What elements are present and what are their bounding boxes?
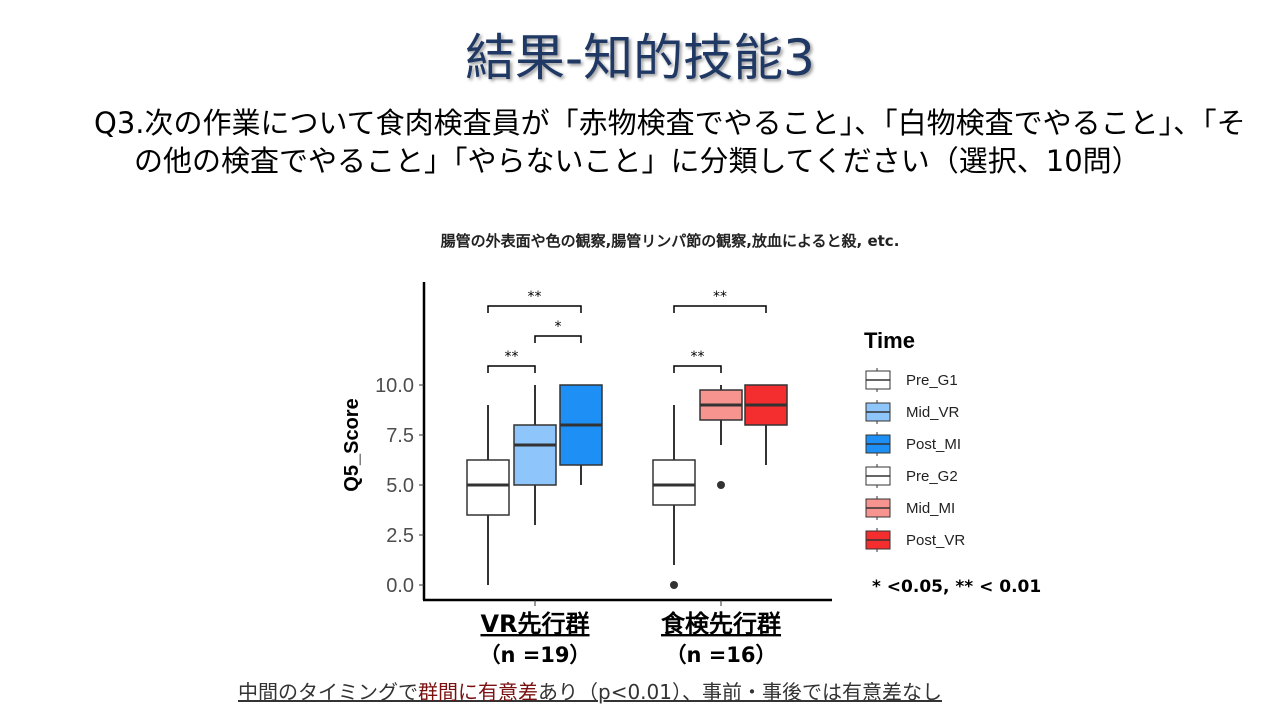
legend-label: Post_MI [906,436,961,453]
significance-label: ** [505,349,519,365]
conclusion-part-1: 中間のタイミングで [238,680,418,704]
y-tick-label: 10.0 [375,375,414,397]
significance-note: * <0.05, ** < 0.01 [872,577,1041,597]
significance-label: ** [691,349,705,365]
outlier-point [670,581,678,589]
legend-label: Pre_G1 [906,372,958,389]
subtitle: 腸管の外表面や色の観察,腸管リンパ節の観察,放血によると殺, etc. [440,232,900,250]
significance-bracket [673,365,722,373]
outlier-point [717,481,725,489]
significance-label: * [555,319,562,335]
significance-bracket [487,305,582,313]
group-label: VR先行群 [480,610,589,638]
group-n-label: （n =16） [665,643,776,667]
significance-bracket [673,305,767,313]
significance-bracket [534,335,582,343]
significance-label: ** [713,289,727,305]
box-Mid_VR [513,424,557,486]
legend-label: Mid_VR [906,404,960,421]
box-Pre_G2 [652,459,696,506]
y-tick-label: 7.5 [386,425,414,447]
y-tick-label: 2.5 [386,525,414,547]
question-text: Q3.次の作業について食肉検査員が「赤物検査でやること」、「白物検査でやること」… [94,106,1246,178]
group-label: 食検先行群 [661,610,781,638]
conclusion-part-2: あり（p<0.01）、事前・事後では有意差なし [538,680,942,704]
conclusion-highlight: 群間に有意差 [418,680,538,704]
y-tick-label: 0.0 [386,575,414,597]
group-n-label: （n =19） [479,643,590,667]
slide-title: 結果-知的技能3 [465,29,815,87]
legend-title: Time [864,328,915,353]
legend-label: Post_VR [906,532,965,549]
significance-bracket [487,365,536,373]
y-axis-label: Q5_Score [341,398,363,491]
y-tick-label: 5.0 [386,475,414,497]
box-Pre_G1 [466,459,510,516]
conclusion: 中間のタイミングで群間に有意差あり（p<0.01）、事前・事後では有意差なし [238,676,942,705]
legend-label: Mid_MI [906,500,955,517]
significance-label: ** [528,289,542,305]
legend-label: Pre_G2 [906,468,958,485]
